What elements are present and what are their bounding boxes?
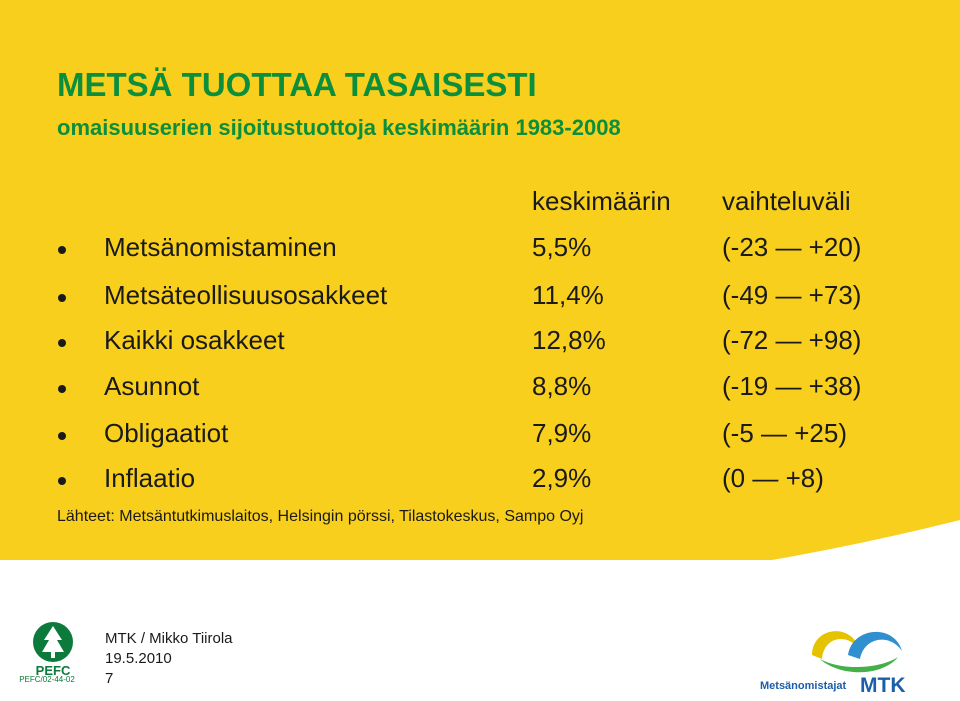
row-average: 7,9% [532,418,592,448]
pefc-text: PEFC [36,663,71,678]
bullet-icon [58,432,66,440]
header-range: vaihteluväli [722,186,851,216]
row-label: Kaikki osakkeet [104,325,285,355]
slide-background [0,0,960,560]
row-range: (-49 — +73) [722,280,862,310]
row-label: Metsänomistaminen [104,232,337,262]
source-note: Lähteet: Metsäntutkimuslaitos, Helsingin… [57,508,584,525]
table-row: Obligaatiot 7,9% (-5 — +25) [0,418,960,464]
row-range: (-19 — +38) [722,371,862,401]
row-label: Obligaatiot [104,418,229,448]
header-average: keskimäärin [532,186,671,216]
bullet-icon [58,246,66,254]
slide-bottom-curve [0,520,960,620]
table-row: Kaikki osakkeet 12,8% (-72 — +98) [0,325,960,371]
bullet-icon [58,477,66,485]
table-row: Metsänomistaminen 5,5% (-23 — +20) [0,232,960,278]
row-average: 5,5% [532,232,592,262]
row-average: 8,8% [532,371,592,401]
row-range: (-72 — +98) [722,325,862,355]
row-label: Metsäteollisuusosakkeet [104,280,388,310]
slide-subtitle: omaisuuserien sijoitustuottoja keskimäär… [57,115,621,140]
footer-date: 19.5.2010 [105,650,172,667]
row-average: 2,9% [532,463,592,493]
row-average: 11,4% [532,280,604,310]
table-row: Asunnot 8,8% (-19 — +38) [0,371,960,417]
row-label: Asunnot [104,371,200,401]
table-row: Inflaatio 2,9% (0 — +8) [0,463,960,509]
pefc-code: PEFC/02-44-02 [19,675,75,684]
row-label: Inflaatio [104,463,196,493]
bullet-icon [58,385,66,393]
mtk-wordmark: MTK [860,674,906,697]
bullet-icon [58,294,66,302]
slide-title: METSÄ TUOTTAA TASAISESTI [57,66,537,103]
row-range: (0 — +8) [722,463,824,493]
row-average: 12,8% [532,325,606,355]
table-row: Metsäteollisuusosakkeet 11,4% (-49 — +73… [0,280,960,326]
row-range: (-23 — +20) [722,232,862,262]
row-range: (-5 — +25) [722,418,847,448]
bullet-icon [58,339,66,347]
footer-author: MTK / Mikko Tiirola [105,630,233,647]
page-number: 7 [105,670,114,687]
mtk-subtitle: Metsänomistajat [760,680,847,692]
pefc-logo-icon: PEFC [33,622,73,678]
mtk-logo-icon [812,631,902,673]
